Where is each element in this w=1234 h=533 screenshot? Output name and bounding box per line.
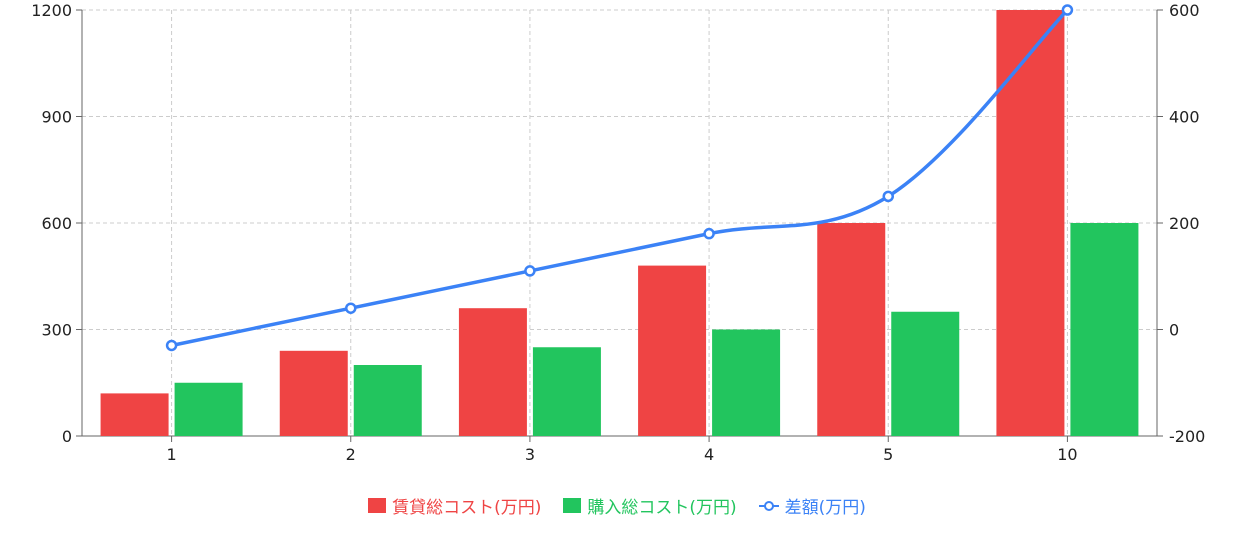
x-axis-tick-label: 4 xyxy=(704,445,714,464)
rent-cost-bar xyxy=(996,10,1065,436)
difference-point xyxy=(165,339,178,352)
right-axis-tick-label: 400 xyxy=(1169,108,1200,127)
legend-swatch-rent xyxy=(368,498,387,513)
x-axis-tick-label: 5 xyxy=(883,445,893,464)
difference-point xyxy=(345,302,357,314)
left-axis-tick-label: 900 xyxy=(41,108,72,127)
legend-label-difference: 差額(万円) xyxy=(784,498,866,518)
difference-line xyxy=(165,4,1074,352)
purchase-cost-bar xyxy=(712,329,781,436)
rent-cost-bar xyxy=(279,350,348,436)
difference-line-path xyxy=(171,8,1069,348)
x-axis-tick-label: 3 xyxy=(525,445,535,464)
x-axis-tick-label: 2 xyxy=(346,445,356,464)
left-axis-tick-label: 1200 xyxy=(31,1,72,20)
left-axis-tick-label: 600 xyxy=(41,214,72,233)
rent-cost-bar xyxy=(100,393,169,436)
bars xyxy=(100,10,1139,436)
purchase-cost-bar xyxy=(532,347,601,436)
left-axis-tick-label: 0 xyxy=(62,427,72,446)
legend-item-rent[interactable]: 賃貸総コスト(万円) xyxy=(368,493,541,518)
right-axis-tick-label: 200 xyxy=(1169,214,1200,233)
legend-swatch-difference xyxy=(758,499,779,513)
left-axis-tick-label: 300 xyxy=(41,321,72,340)
difference-point xyxy=(703,227,715,240)
difference-point xyxy=(882,190,894,203)
legend-item-purchase[interactable]: 購入総コスト(万円) xyxy=(563,493,737,518)
grid-lines xyxy=(82,9,1157,436)
rent-cost-bar xyxy=(638,265,707,436)
right-axis-tick-label: 0 xyxy=(1169,321,1179,340)
purchase-cost-bar xyxy=(891,311,960,436)
rent-cost-bar xyxy=(817,223,886,436)
right-axis-tick-label: 600 xyxy=(1169,1,1200,20)
difference-point xyxy=(524,265,536,277)
x-axis-tick-label: 10 xyxy=(1057,445,1077,464)
legend-label-rent: 賃貸総コスト(万円) xyxy=(392,498,542,518)
difference-point xyxy=(1061,4,1074,16)
legend-swatch-purchase xyxy=(563,498,582,513)
legend: 賃貸総コスト(万円) 購入総コスト(万円) 差額(万円) xyxy=(0,493,1234,518)
purchase-cost-bar xyxy=(353,365,422,436)
purchase-cost-bar xyxy=(1070,223,1139,436)
legend-item-difference[interactable]: 差額(万円) xyxy=(758,493,866,518)
legend-label-purchase: 購入総コスト(万円) xyxy=(587,498,737,518)
purchase-cost-bar xyxy=(174,382,243,436)
rent-cost-bar xyxy=(458,308,527,436)
axes xyxy=(76,9,1163,442)
right-axis-tick-label: -200 xyxy=(1169,427,1205,446)
x-axis-tick-label: 1 xyxy=(166,445,176,464)
tick-labels: 0 300 600 900 1200 -200 0 200 400 600 1 2 3 4 5 10 xyxy=(31,1,1205,464)
